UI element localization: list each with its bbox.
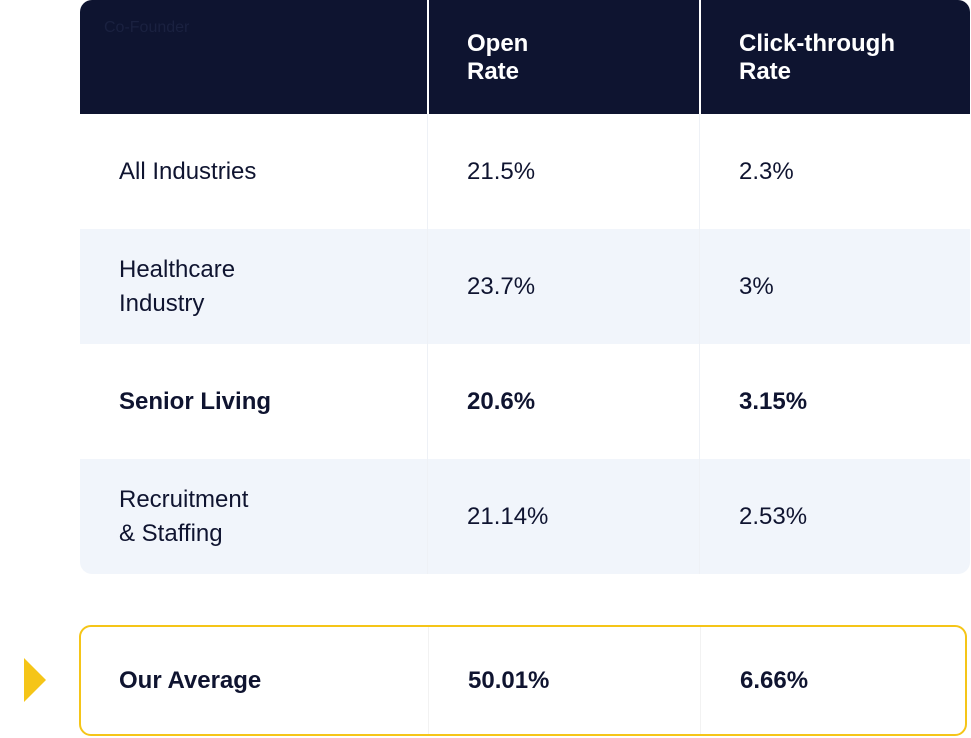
- industry-cell: Healthcare Industry: [80, 229, 427, 344]
- table-row: Healthcare Industry 23.7% 3%: [80, 229, 970, 344]
- header-open-line1: Open: [467, 30, 529, 57]
- table-row: All Industries 21.5% 2.3%: [80, 114, 970, 229]
- industry-label-line2: & Staffing: [119, 519, 223, 547]
- header-open-line2: Rate: [467, 58, 520, 85]
- ctr-cell: 2.3%: [699, 114, 970, 229]
- header-ctr-line2: Rate: [739, 58, 792, 85]
- open-rate-cell: 23.7%: [427, 229, 699, 344]
- open-rate-cell: 21.5%: [427, 114, 699, 229]
- ctr-cell: 3%: [699, 229, 970, 344]
- open-rate-cell: 21.14%: [427, 459, 699, 574]
- open-rate-cell: 20.6%: [427, 344, 699, 459]
- table-row: Recruitment & Staffing 21.14% 2.53%: [80, 459, 970, 574]
- table-row: Senior Living 20.6% 3.15%: [80, 344, 970, 459]
- ctr-cell: 2.53%: [699, 459, 970, 574]
- table-header-row: Co-Founder Open Rate Click-through Rate: [80, 0, 970, 114]
- comparison-table: Co-Founder Open Rate Click-through Rate …: [80, 0, 970, 574]
- industry-cell: Recruitment & Staffing: [80, 459, 427, 574]
- header-cell-industry: Co-Founder: [80, 0, 427, 114]
- ctr-cell: 3.15%: [699, 344, 970, 459]
- industry-cell: Senior Living: [80, 344, 427, 459]
- average-ctr-cell: 6.66%: [700, 627, 969, 734]
- average-label-cell: Our Average: [119, 666, 262, 694]
- industry-label: Senior Living: [119, 387, 272, 415]
- industry-label: All Industries: [119, 157, 257, 185]
- header-ctr-line1: Click-through: [739, 30, 895, 57]
- industry-label-line2: Industry: [119, 289, 205, 317]
- header-cell-click-through-rate: Click-through Rate: [699, 0, 970, 114]
- industry-cell: All Industries: [80, 114, 427, 229]
- header-cell-open-rate: Open Rate: [427, 0, 699, 114]
- our-average-row: Our Average 50.01% 6.66%: [79, 625, 967, 736]
- industry-label-line1: Recruitment: [119, 485, 249, 513]
- header-ghost-label: Co-Founder: [104, 19, 190, 36]
- triangle-arrow-right-icon: [24, 658, 46, 702]
- industry-label-line1: Healthcare: [119, 255, 236, 283]
- average-open-rate-cell: 50.01%: [428, 627, 700, 734]
